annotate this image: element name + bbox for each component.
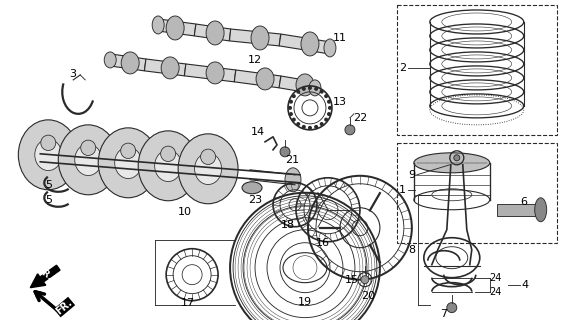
Ellipse shape xyxy=(121,52,139,74)
Polygon shape xyxy=(234,70,281,88)
Text: 23: 23 xyxy=(248,195,262,205)
Circle shape xyxy=(289,112,293,116)
Circle shape xyxy=(324,118,328,122)
FancyArrow shape xyxy=(30,265,60,288)
Text: 6: 6 xyxy=(520,197,527,207)
Circle shape xyxy=(280,147,290,157)
Circle shape xyxy=(447,303,457,313)
Circle shape xyxy=(320,90,324,94)
Bar xyxy=(397,5,557,135)
Ellipse shape xyxy=(251,26,269,50)
Circle shape xyxy=(292,94,296,98)
Ellipse shape xyxy=(75,144,101,176)
Circle shape xyxy=(308,86,312,90)
Ellipse shape xyxy=(154,150,182,181)
Text: 19: 19 xyxy=(298,297,312,307)
Text: 4: 4 xyxy=(521,280,528,290)
Text: FR.: FR. xyxy=(35,265,54,282)
Text: 9: 9 xyxy=(408,170,416,180)
Text: 12: 12 xyxy=(248,55,262,65)
Ellipse shape xyxy=(152,16,164,34)
Ellipse shape xyxy=(104,52,116,68)
Ellipse shape xyxy=(206,21,224,45)
Ellipse shape xyxy=(35,139,62,171)
Ellipse shape xyxy=(256,68,274,90)
Ellipse shape xyxy=(194,153,222,185)
Ellipse shape xyxy=(296,74,314,96)
Ellipse shape xyxy=(41,135,56,150)
Bar xyxy=(496,204,541,216)
Circle shape xyxy=(320,122,324,126)
Ellipse shape xyxy=(115,147,142,179)
Ellipse shape xyxy=(242,182,262,194)
Circle shape xyxy=(288,106,292,110)
Ellipse shape xyxy=(138,131,198,201)
Text: 1: 1 xyxy=(398,185,405,195)
Text: 21: 21 xyxy=(285,155,299,165)
Text: 5: 5 xyxy=(45,180,52,190)
Ellipse shape xyxy=(121,143,136,158)
Ellipse shape xyxy=(161,146,176,162)
Text: 7: 7 xyxy=(440,308,447,319)
Polygon shape xyxy=(230,29,280,46)
Text: 22: 22 xyxy=(353,113,367,123)
Circle shape xyxy=(302,87,306,91)
Circle shape xyxy=(302,125,306,129)
Circle shape xyxy=(324,94,328,98)
Ellipse shape xyxy=(301,32,319,56)
Circle shape xyxy=(327,112,331,116)
Circle shape xyxy=(296,90,300,94)
Polygon shape xyxy=(157,19,196,36)
Text: 5: 5 xyxy=(45,195,52,205)
Ellipse shape xyxy=(206,62,224,84)
Ellipse shape xyxy=(166,16,184,40)
Text: 8: 8 xyxy=(408,245,416,255)
Circle shape xyxy=(328,106,332,110)
Text: 24: 24 xyxy=(490,287,502,297)
Text: 2: 2 xyxy=(400,63,406,73)
Ellipse shape xyxy=(535,198,547,222)
Circle shape xyxy=(308,126,312,130)
Ellipse shape xyxy=(18,120,78,190)
Ellipse shape xyxy=(324,39,336,57)
Polygon shape xyxy=(194,24,231,41)
Circle shape xyxy=(454,155,460,161)
Circle shape xyxy=(292,118,296,122)
Ellipse shape xyxy=(58,125,118,195)
Text: 13: 13 xyxy=(333,97,347,107)
Text: 15: 15 xyxy=(345,275,359,285)
Bar xyxy=(397,143,557,243)
Polygon shape xyxy=(279,34,331,54)
Polygon shape xyxy=(144,59,186,76)
Ellipse shape xyxy=(201,149,215,164)
Polygon shape xyxy=(185,64,236,82)
Text: 18: 18 xyxy=(281,220,295,230)
Text: 24: 24 xyxy=(490,273,502,283)
Circle shape xyxy=(327,100,331,104)
Text: 11: 11 xyxy=(333,33,347,43)
Text: 10: 10 xyxy=(178,207,192,217)
Ellipse shape xyxy=(309,80,321,96)
Text: 14: 14 xyxy=(251,127,265,137)
Circle shape xyxy=(289,100,293,104)
Ellipse shape xyxy=(98,128,158,198)
Circle shape xyxy=(296,122,300,126)
Text: 17: 17 xyxy=(181,298,195,308)
Ellipse shape xyxy=(161,57,179,79)
Circle shape xyxy=(314,125,318,129)
Text: FR.: FR. xyxy=(54,298,75,317)
Ellipse shape xyxy=(285,168,301,192)
Polygon shape xyxy=(109,54,146,71)
Text: 3: 3 xyxy=(69,69,76,79)
Circle shape xyxy=(345,125,355,135)
Circle shape xyxy=(314,87,318,91)
Text: 16: 16 xyxy=(316,238,330,248)
Circle shape xyxy=(361,276,369,284)
Ellipse shape xyxy=(414,153,490,173)
Ellipse shape xyxy=(81,140,96,156)
Text: 20: 20 xyxy=(361,291,375,301)
Ellipse shape xyxy=(178,134,238,204)
Polygon shape xyxy=(279,76,316,94)
